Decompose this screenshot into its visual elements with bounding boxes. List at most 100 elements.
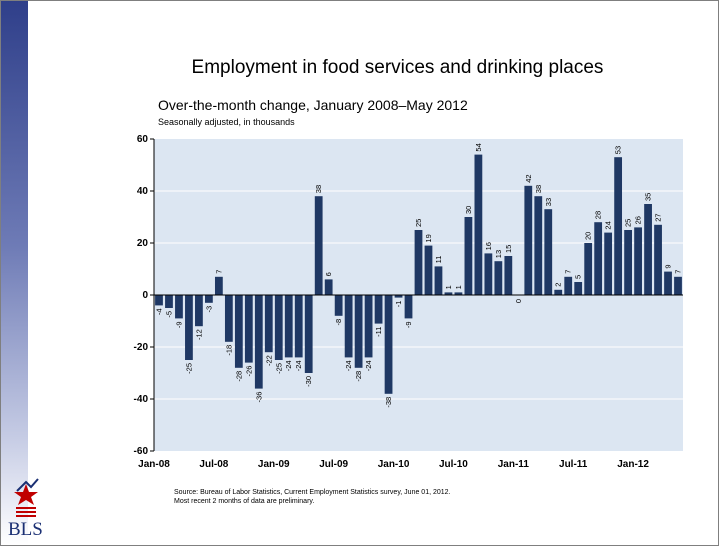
data-label: 33 [544,198,553,206]
data-label: 1 [444,285,453,289]
bar [254,295,263,389]
bar [604,232,613,295]
bar [674,276,682,295]
data-label: -26 [244,366,253,377]
data-label: 13 [494,250,503,258]
x-tick-label: Jan-10 [378,459,410,470]
data-label: -36 [254,392,263,403]
bar [374,295,383,324]
bar [205,295,213,303]
data-label: -28 [234,371,243,382]
bar [614,157,623,295]
data-label: 28 [594,211,603,219]
data-label: -24 [364,360,373,371]
bar [534,196,543,295]
data-label: 7 [564,270,573,274]
data-label: -25 [274,363,283,374]
bar [394,295,403,298]
bar [654,224,662,295]
chart-subtitle: Over-the-month change, January 2008–May … [158,97,468,113]
data-label: -5 [164,311,173,318]
bar [234,295,243,368]
chart-title: Employment in food services and drinking… [191,57,604,78]
data-label: -25 [184,363,193,374]
data-label: -1 [394,301,403,308]
bar [424,245,433,295]
bar [624,230,632,295]
bar [444,292,453,295]
y-tick-label: -60 [134,446,149,457]
bar [434,266,443,295]
bar [574,282,583,295]
data-label: -38 [384,397,393,408]
bar [175,295,183,319]
data-label: 54 [474,143,483,151]
bar [314,196,323,295]
bar [264,295,273,353]
bar [554,289,563,295]
data-label: -11 [374,327,383,337]
x-tick-label: Jul-11 [559,459,588,470]
bar [594,222,603,295]
bar [484,253,493,295]
sidebar-gradient [1,1,28,545]
y-tick-label: -20 [134,342,149,353]
data-label: -8 [334,319,343,326]
bls-logo-text: BLS [8,519,43,540]
bar [354,295,363,368]
data-label: -9 [174,321,183,328]
x-tick-label: Jul-10 [439,459,468,470]
x-tick-label: Jan-12 [617,459,649,470]
y-tick-label: 40 [137,186,149,197]
bar [474,154,483,295]
bar [524,185,533,295]
data-label: 20 [584,232,593,240]
data-label: 2 [554,283,563,287]
data-label: -3 [204,306,213,313]
bar [155,295,163,306]
bar [664,271,672,295]
unit-note: Seasonally adjusted, in thousands [158,117,295,127]
bar [634,227,642,295]
y-tick-label: 60 [137,134,149,145]
data-label: 42 [524,174,533,182]
x-tick-label: Jan-08 [138,459,170,470]
bar [494,261,503,295]
data-label: 9 [664,264,673,268]
data-label: -12 [194,329,203,340]
data-label: -18 [224,345,233,356]
data-label: 27 [654,213,663,221]
data-label: -24 [294,360,303,371]
bar [454,292,463,295]
data-label: 35 [644,193,653,201]
data-label: 5 [574,275,583,279]
data-label: 26 [634,216,643,224]
bar [294,295,303,358]
bar [364,295,373,358]
bar [244,295,253,363]
bar [404,295,413,319]
bar [165,295,173,308]
data-label: 11 [434,256,443,264]
x-tick-label: Jan-11 [498,459,530,470]
data-label: 0 [514,299,523,303]
data-label: 25 [414,219,423,227]
y-tick-label: 0 [142,290,148,301]
bar [584,243,593,295]
bar [334,295,343,316]
bar [195,295,203,327]
source-note: Source: Bureau of Labor Statistics, Curr… [174,488,451,506]
data-label: 38 [534,185,543,193]
bar [384,295,393,394]
source-line-2: Most recent 2 months of data are prelimi… [174,498,315,505]
data-label: 1 [454,285,463,289]
data-label: 25 [624,219,633,227]
data-label: 15 [504,245,513,253]
y-tick-label: -40 [134,394,149,405]
bar [344,295,353,358]
data-label: -4 [154,308,163,315]
bar [284,295,293,358]
data-label: 19 [424,234,433,242]
bar [644,204,652,295]
